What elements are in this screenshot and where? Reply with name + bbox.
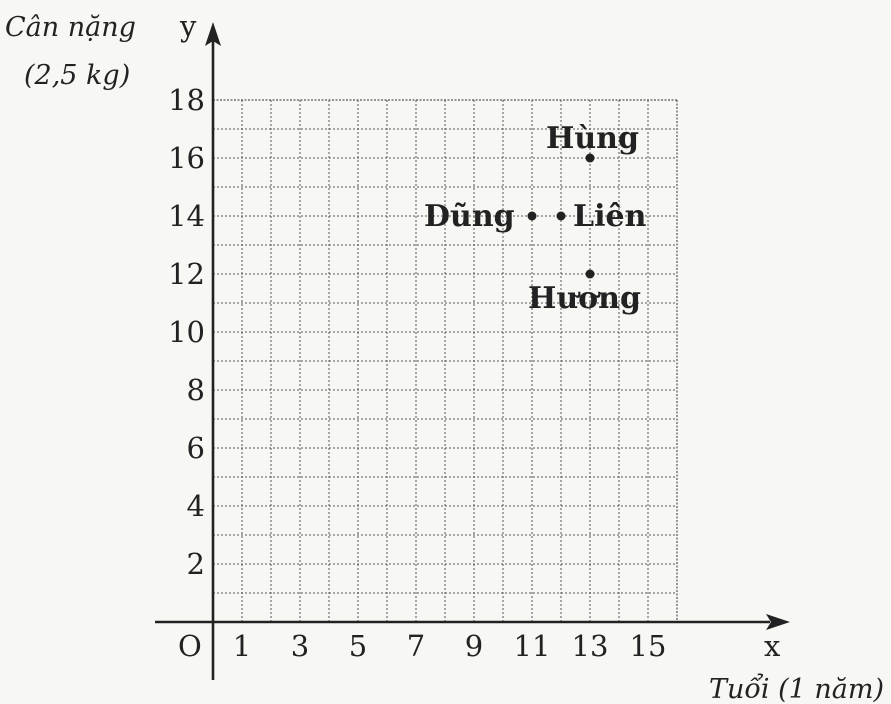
data-points: Hùng Dũng Liên Hương [424,121,647,316]
data-point [585,153,595,163]
x-tick-label: 3 [291,629,309,663]
data-point [585,269,595,279]
point-label: Hương [528,281,641,316]
x-axis-arrow [766,614,790,630]
x-tick-label: 5 [349,629,367,663]
y-tick-label: 14 [168,199,205,233]
x-axis-title: Tuổi (1 năm) [709,672,884,704]
y-tick-label: 18 [168,83,205,117]
point-label: Liên [573,199,647,234]
origin-label: O [178,629,202,663]
point-label: Hùng [546,121,639,156]
axes [155,22,790,680]
y-tick-label: 6 [187,431,205,465]
x-tick-label: 13 [572,629,609,663]
y-axis-title: Cân nặng [5,12,136,43]
y-tick-label: 12 [168,257,205,291]
y-tick-label: 8 [187,373,205,407]
y-tick-label: 10 [168,315,205,349]
y-axis-variable: y [179,9,197,43]
x-tick-label: 1 [233,629,251,663]
y-axis-arrow [205,22,221,46]
y-tick-label: 2 [187,547,205,581]
y-axis-unit: (2,5 kg) [24,60,130,91]
x-tick-label: 11 [514,629,551,663]
x-tick-label: 15 [630,629,667,663]
grid [213,99,678,622]
x-tick-label: 9 [465,629,483,663]
x-tick-label: 7 [407,629,425,663]
y-tick-label: 16 [168,141,205,175]
data-point [556,211,566,221]
x-axis-variable: x [764,629,780,663]
data-point [527,211,537,221]
point-label: Dũng [424,199,515,234]
y-tick-label: 4 [187,489,205,523]
